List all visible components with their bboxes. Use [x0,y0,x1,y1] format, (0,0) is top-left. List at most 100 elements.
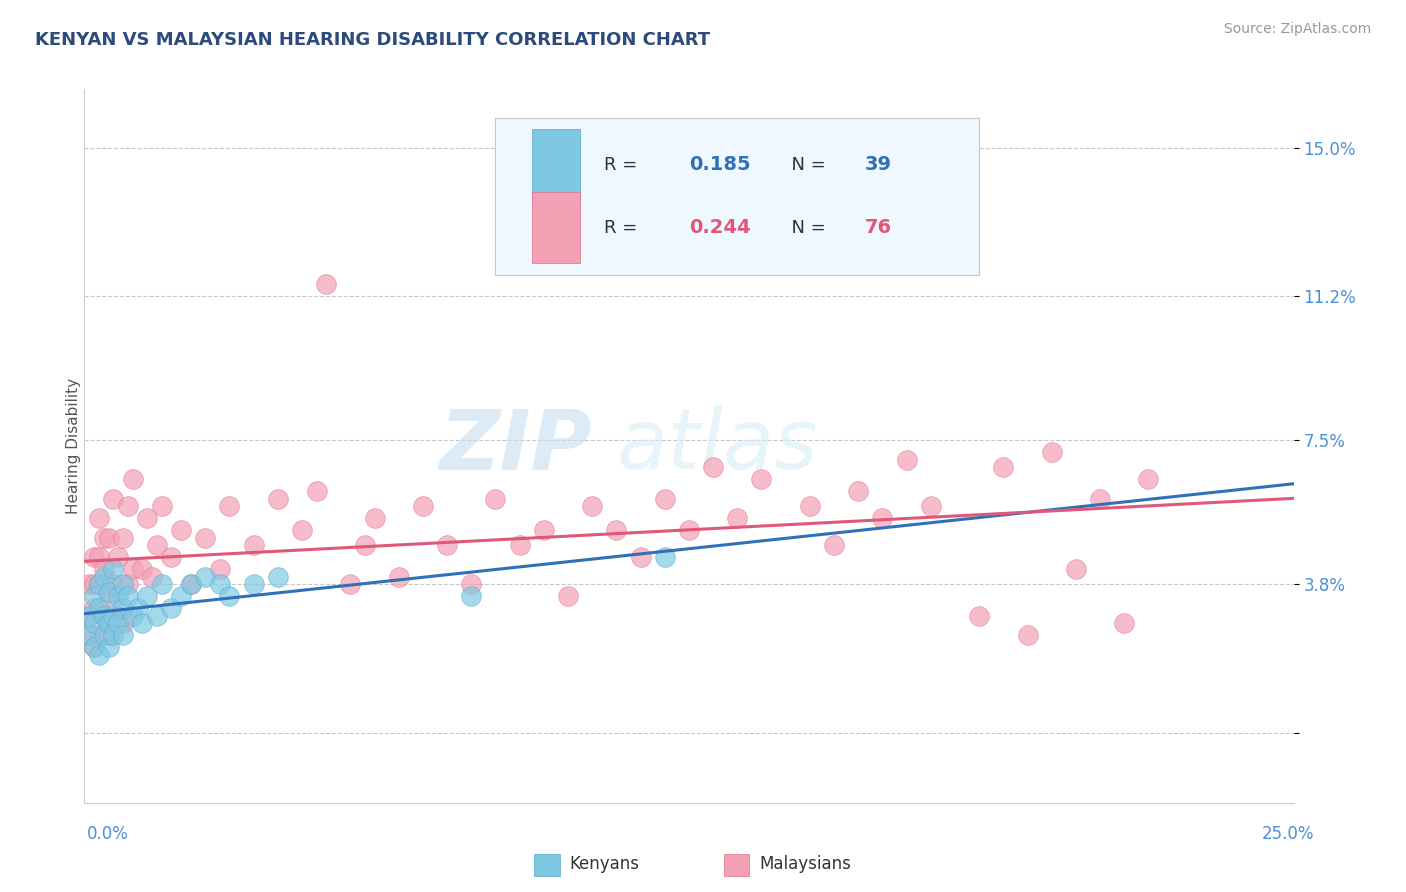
Point [87,577,110,591]
Point [291,523,314,537]
Point [136,511,159,525]
Point [725,511,748,525]
Y-axis label: Hearing Disability: Hearing Disability [66,378,80,514]
Text: N =: N = [779,156,831,174]
Point [83,640,105,654]
Point [630,550,652,565]
Point [97,531,120,545]
Point [127,600,149,615]
Text: R =: R = [605,219,644,236]
Point [103,608,125,623]
Point [654,550,676,565]
Point [103,562,125,576]
Point [484,491,506,506]
Text: N =: N = [779,219,831,236]
Point [242,577,264,591]
Point [1064,562,1087,576]
Point [194,531,217,545]
Text: 39: 39 [865,155,891,174]
Point [412,500,434,514]
Point [83,640,105,654]
Point [97,589,120,603]
Point [136,589,159,603]
Point [1040,445,1063,459]
Point [117,500,139,514]
Point [107,589,129,603]
Point [77,608,100,623]
Point [107,616,129,631]
Point [846,483,869,498]
Point [208,577,231,591]
Point [305,483,328,498]
Point [242,538,264,552]
Point [112,577,135,591]
Point [436,538,458,552]
Point [533,523,555,537]
Bar [531,129,581,201]
Point [1088,491,1111,506]
Point [87,600,110,615]
Point [112,600,135,615]
Point [605,523,627,537]
Point [103,628,125,642]
Point [267,491,290,506]
Text: atlas: atlas [616,406,818,486]
Point [160,550,183,565]
Text: Source: ZipAtlas.com: Source: ZipAtlas.com [1223,22,1371,37]
Point [180,577,202,591]
Point [146,538,169,552]
Text: 0.244: 0.244 [689,219,751,237]
Point [180,577,202,591]
Point [678,523,700,537]
Point [581,500,603,514]
Point [77,628,100,642]
Point [150,500,173,514]
Point [315,277,337,292]
Point [170,589,193,603]
Point [93,608,115,623]
Text: Malaysians: Malaysians [759,855,851,873]
Point [702,460,724,475]
Point [93,531,115,545]
Point [1017,628,1039,642]
Bar [531,192,581,263]
Point [112,628,135,642]
Point [83,577,105,591]
Point [131,616,153,631]
Point [218,500,240,514]
Point [83,600,105,615]
Point [97,585,120,599]
Point [920,500,942,514]
Point [112,616,135,631]
Point [654,491,676,506]
Point [388,569,411,583]
Point [208,562,231,576]
Text: 0.185: 0.185 [689,155,751,174]
Point [121,608,143,623]
Text: 25.0%: 25.0% [1263,825,1315,843]
Point [218,589,240,603]
Point [87,550,110,565]
Point [557,589,579,603]
Point [146,608,169,623]
Point [339,577,361,591]
Point [141,569,163,583]
Point [354,538,377,552]
Point [117,589,139,603]
Point [93,608,115,623]
Point [107,608,129,623]
Point [872,511,894,525]
Point [967,608,990,623]
Point [896,452,918,467]
Text: KENYAN VS MALAYSIAN HEARING DISABILITY CORRELATION CHART: KENYAN VS MALAYSIAN HEARING DISABILITY C… [35,31,710,49]
Point [799,500,821,514]
Point [93,569,115,583]
Text: ZIP: ZIP [440,406,592,486]
Point [460,577,482,591]
Point [993,460,1015,475]
Text: 0.0%: 0.0% [87,825,129,843]
Point [87,628,110,642]
Point [160,600,183,615]
Point [112,531,135,545]
Point [83,550,105,565]
